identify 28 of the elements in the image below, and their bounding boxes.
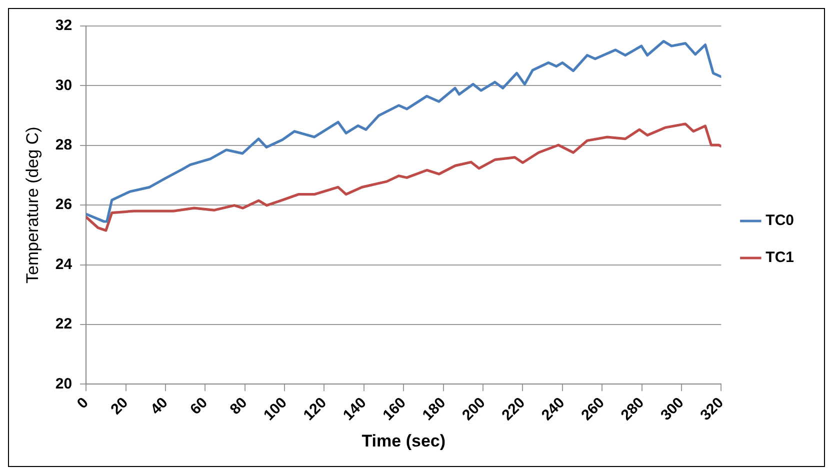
x-tick-label: 280	[618, 394, 648, 424]
x-tick-label: 160	[380, 394, 410, 424]
legend-label: TC0	[766, 212, 794, 230]
x-tick-label: 0	[74, 394, 92, 412]
x-tick-label: 200	[459, 394, 489, 424]
y-tick-label: 28	[55, 136, 72, 154]
y-tick-label: 20	[55, 375, 72, 392]
y-tick-label: 26	[55, 196, 72, 214]
y-tick-label: 24	[55, 256, 73, 273]
x-tick-label: 180	[419, 394, 450, 424]
x-tick-label: 140	[340, 394, 370, 424]
x-tick-label: 320	[697, 394, 727, 424]
y-axis-title: Temperature (deg C)	[22, 126, 42, 284]
y-tick-label: 22	[55, 316, 72, 333]
x-tick-label: 240	[538, 394, 568, 424]
x-tick-label: 260	[578, 394, 608, 424]
x-tick-label: 40	[147, 394, 172, 418]
x-tick-label: 20	[108, 394, 132, 418]
x-tick-label: 100	[260, 394, 290, 424]
x-tick-label: 220	[498, 394, 528, 424]
y-tick-label: 32	[55, 17, 72, 34]
x-axis-title: Time (sec)	[362, 431, 446, 450]
x-tick-label: 80	[226, 394, 251, 418]
x-tick-label: 300	[658, 394, 688, 424]
legend-label: TC1	[766, 249, 794, 266]
y-tick-label: 30	[55, 76, 72, 94]
x-tick-label: 120	[300, 394, 330, 424]
x-tick-label: 60	[187, 394, 211, 418]
